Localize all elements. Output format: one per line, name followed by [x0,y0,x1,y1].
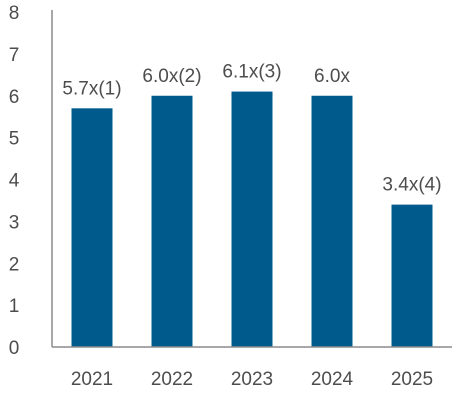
x-tick-label: 2022 [151,369,193,390]
y-tick-label: 4 [9,171,20,192]
y-tick-label: 2 [9,254,20,275]
y-tick-label: 8 [9,3,20,24]
x-tick-label: 2023 [231,369,273,390]
x-axis-ticks: 2021 2022 2023 2024 2025 [71,369,433,390]
bar-2021 [71,108,113,347]
x-tick-label: 2025 [391,369,433,390]
bar-2024 [311,95,353,347]
data-label-2023: 6.1x(3) [222,62,281,83]
x-tick-label: 2024 [311,369,354,390]
x-tick-label: 2021 [71,369,113,390]
bar-2022 [151,95,193,347]
data-label-2021: 5.7x(1) [62,78,121,99]
data-label-2025: 3.4x(4) [382,175,441,196]
y-tick-label: 6 [9,87,20,108]
data-label-2022: 6.0x(2) [142,66,201,87]
bar-2023 [231,91,273,347]
y-tick-label: 0 [9,338,20,359]
y-tick-label: 3 [9,212,20,233]
data-label-2024: 6.0x [314,66,350,87]
bars [71,91,433,347]
y-tick-label: 5 [9,129,20,150]
data-labels: 5.7x(1) 6.0x(2) 6.1x(3) 6.0x 3.4x(4) [62,62,441,196]
y-axis-ticks: 0 1 2 3 4 5 6 7 8 [9,3,20,359]
bar-2025 [391,204,433,347]
y-tick-label: 7 [9,45,20,66]
y-tick-label: 1 [9,296,20,317]
